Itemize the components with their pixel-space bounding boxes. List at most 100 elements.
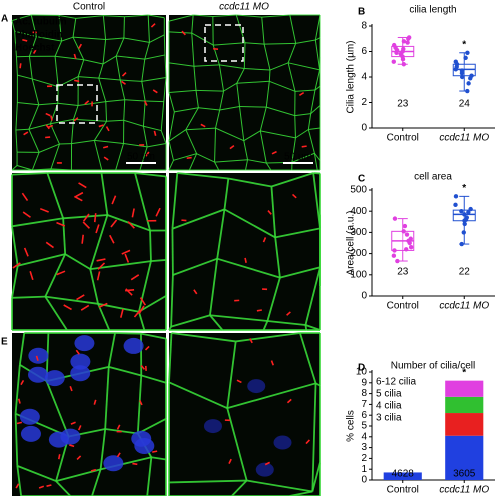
cilium <box>127 221 135 229</box>
cilium <box>291 193 297 199</box>
cell-border <box>168 381 228 409</box>
cell-border <box>216 257 281 279</box>
significance: * <box>462 367 466 378</box>
y-tick-label: 4 <box>361 431 367 442</box>
cell-border <box>45 295 99 305</box>
cell-border <box>260 130 296 139</box>
cell-border <box>62 218 67 255</box>
data-point <box>453 59 458 64</box>
cilium <box>76 455 82 460</box>
data-point <box>391 253 397 258</box>
cilium <box>63 304 72 311</box>
data-point <box>401 229 406 234</box>
cilium <box>236 379 242 384</box>
cell-border <box>17 74 33 80</box>
cell-border <box>271 172 314 188</box>
cell-border <box>243 140 249 160</box>
cell-border <box>215 127 244 142</box>
cell-border <box>163 34 166 55</box>
nucleus <box>255 462 274 477</box>
cell-border <box>11 226 19 266</box>
cell-border <box>63 214 108 220</box>
cell-border <box>28 104 40 130</box>
data-point <box>466 210 471 215</box>
image-panel <box>169 173 320 330</box>
cilium <box>57 454 61 460</box>
nucleus <box>123 337 144 354</box>
cell-border <box>138 260 152 312</box>
cilium <box>73 117 79 122</box>
cilium <box>116 452 121 458</box>
cell-border <box>146 457 153 496</box>
cell-border <box>223 82 238 92</box>
cell-border <box>15 102 18 131</box>
cell-border <box>294 115 296 138</box>
cell-border <box>214 128 217 163</box>
cell-border <box>89 214 109 270</box>
cell-border <box>100 172 109 216</box>
cell-border <box>98 77 121 81</box>
cell-border <box>72 36 85 60</box>
cell-border <box>185 107 199 130</box>
cilium <box>70 421 76 425</box>
bar-segment <box>445 396 484 414</box>
cilium <box>45 112 51 117</box>
cell-border <box>315 37 321 41</box>
y-axis-title: Cilia length (µm) <box>346 40 357 113</box>
cell-border <box>102 39 107 65</box>
cell-border <box>17 101 39 106</box>
panel-label: C <box>358 174 365 185</box>
nucleus <box>273 435 292 450</box>
cell-border <box>299 332 317 384</box>
cell-border <box>105 101 108 122</box>
cilium <box>22 38 28 42</box>
data-point <box>391 42 397 48</box>
cilium <box>121 249 131 255</box>
nucleus <box>20 425 41 442</box>
cilium <box>95 224 100 234</box>
cilium <box>80 304 90 311</box>
cell-border <box>38 102 58 106</box>
cilium <box>111 195 117 205</box>
cilium <box>139 297 147 306</box>
cell-border <box>16 465 57 482</box>
cell-border <box>170 314 211 328</box>
cell-border <box>191 14 194 34</box>
nucleus <box>28 366 49 383</box>
cell-border <box>193 64 220 67</box>
y-tick-label: 2 <box>361 97 367 108</box>
cilium <box>78 43 83 49</box>
cell-border <box>145 100 164 103</box>
data-point <box>408 245 414 250</box>
data-point <box>468 206 473 212</box>
cell-border <box>193 66 197 91</box>
cell-border <box>15 129 18 153</box>
zoom-box <box>56 84 98 124</box>
data-point <box>402 223 408 229</box>
cilium <box>120 308 124 318</box>
cell-border <box>115 332 141 335</box>
cilium <box>16 421 23 425</box>
zoom-box <box>204 24 244 62</box>
cell-border <box>261 14 290 18</box>
n-label: 23 <box>397 267 409 278</box>
y-tick-label: 500 <box>350 185 367 196</box>
cell-border <box>262 320 269 331</box>
cell-border <box>108 366 142 377</box>
y-tick-label: 8 <box>361 21 367 32</box>
cell-border <box>307 129 315 154</box>
cilium <box>286 311 291 316</box>
cilium <box>50 115 53 121</box>
cell-border <box>235 332 301 343</box>
chart-title: cell area <box>414 172 452 183</box>
cell-border <box>105 37 124 40</box>
cell-border <box>160 130 167 144</box>
data-point <box>401 62 407 67</box>
cilium <box>144 345 150 351</box>
cell-border <box>103 15 125 18</box>
cilium <box>74 191 84 198</box>
data-point <box>392 216 398 221</box>
cell-border <box>14 413 19 466</box>
cilium <box>76 294 85 301</box>
cell-border <box>72 18 77 38</box>
